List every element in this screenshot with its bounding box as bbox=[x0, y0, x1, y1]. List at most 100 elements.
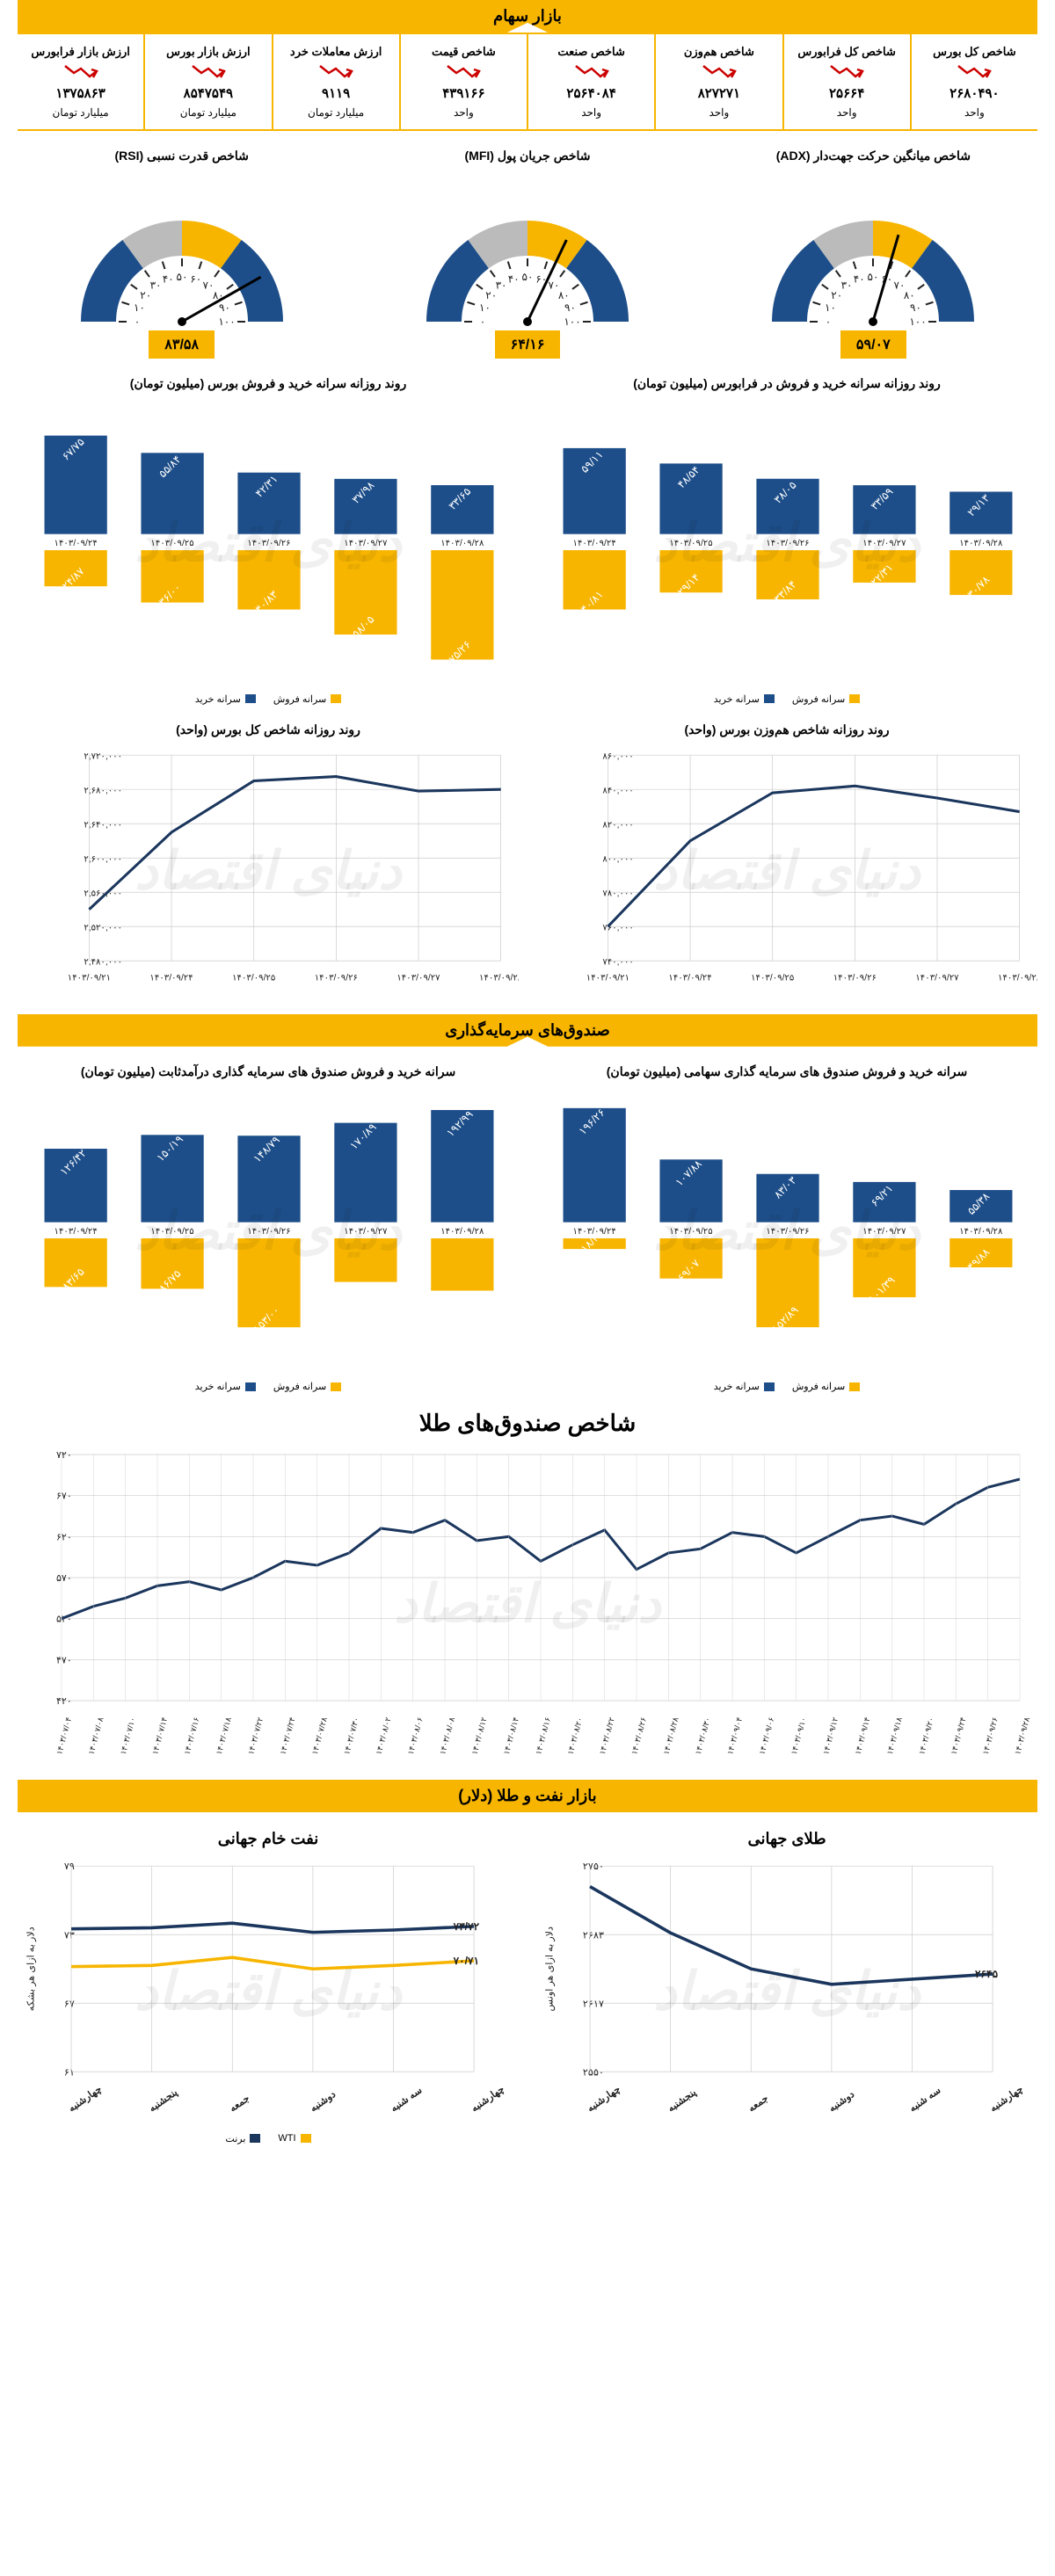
metric-value: ۲۵۶۴۰۸۴ bbox=[566, 85, 615, 101]
metric-value: ۲۶۸۰۴۹۰ bbox=[950, 85, 999, 101]
bar-chart-col: سرانه خرید و فروش صندوق های سرمایه گذاری… bbox=[18, 1064, 519, 1393]
svg-text:چهارشنبه: چهارشنبه bbox=[988, 2084, 1025, 2115]
svg-text:۱۴۰۳/۰۹/۲۱: ۱۴۰۳/۰۹/۲۱ bbox=[586, 973, 629, 983]
metric-title: شاخص قیمت bbox=[432, 45, 496, 59]
diverging-bar-chart: ۵۹/۱۱۴۰/۸۱۱۴۰۳/۰۹/۲۴۴۸/۵۴۲۹/۱۴۱۴۰۳/۰۹/۲۵… bbox=[536, 400, 1037, 686]
metric-title: شاخص صنعت bbox=[557, 45, 624, 59]
metric-unit: میلیارد تومان bbox=[53, 106, 109, 119]
svg-text:۱۴۰۳/۰۹/۲۸: ۱۴۰۳/۰۹/۲۸ bbox=[440, 1227, 484, 1237]
bar-chart-title: روند روزانه سرانه خرید و فروش در فرابورس… bbox=[536, 376, 1037, 391]
svg-text:۱۴۰۳/۰۹/۲۸: ۱۴۰۳/۰۹/۲۸ bbox=[959, 1227, 1003, 1237]
svg-text:۱۴۰۳/۰۷/۱۰: ۱۴۰۳/۰۷/۱۰ bbox=[119, 1716, 137, 1756]
svg-text:۷۴۰,۰۰۰: ۷۴۰,۰۰۰ bbox=[602, 957, 634, 967]
svg-text:۸۰۰,۰۰۰: ۸۰۰,۰۰۰ bbox=[602, 854, 634, 864]
gauge-title: شاخص جریان پول (MFI) bbox=[464, 149, 590, 163]
svg-text:۱۴۰۳/۰۹/۲۴: ۱۴۰۳/۰۹/۲۴ bbox=[668, 973, 711, 983]
bar-chart-title: روند روزانه سرانه خرید و فروش بورس (میلی… bbox=[18, 376, 519, 391]
legend: سرانه فروش سرانه خرید bbox=[18, 1381, 519, 1392]
metric-title: شاخص هم‌وزن bbox=[684, 45, 754, 59]
svg-text:۴۲۰: ۴۲۰ bbox=[56, 1696, 72, 1707]
svg-text:۲,۷۲۰,۰۰۰: ۲,۷۲۰,۰۰۰ bbox=[84, 751, 122, 761]
svg-text:۱۴۰۳/۰۹/۲۱: ۱۴۰۳/۰۹/۲۱ bbox=[68, 973, 111, 983]
svg-text:چهارشنبه: چهارشنبه bbox=[586, 2084, 622, 2115]
svg-text:۱۴۰۳/۰۹/۲۷: ۱۴۰۳/۰۹/۲۷ bbox=[344, 1227, 388, 1237]
svg-text:۸۰: ۸۰ bbox=[558, 289, 570, 301]
svg-text:۹۰: ۹۰ bbox=[910, 301, 921, 314]
svg-text:دوشنبه: دوشنبه bbox=[309, 2089, 338, 2114]
section-banner-oil-gold: بازار نفت و طلا (دلار) bbox=[18, 1780, 1037, 1812]
metric-title: شاخص کل بورس bbox=[933, 45, 1016, 59]
svg-text:۱۴۰۳/۰۹/۰۴: ۱۴۰۳/۰۹/۰۴ bbox=[725, 1716, 744, 1756]
svg-text:۱۴۰۳/۰۷/۳۰: ۱۴۰۳/۰۷/۳۰ bbox=[342, 1716, 360, 1756]
svg-text:۱۴۰۳/۰۸/۳۰: ۱۴۰۳/۰۸/۳۰ bbox=[694, 1716, 712, 1756]
commodity-legend: WTI برنت bbox=[18, 2133, 519, 2144]
svg-text:جمعه: جمعه bbox=[228, 2093, 251, 2115]
svg-text:۱۴۰۳/۰۹/۲۶: ۱۴۰۳/۰۹/۲۶ bbox=[766, 539, 809, 548]
svg-text:۲۵۵۰: ۲۵۵۰ bbox=[583, 2068, 604, 2079]
commodity-col: طلای جهانی دنیای اقتصاد۲۵۵۰۲۶۱۷۲۶۸۳۲۷۵۰چ… bbox=[536, 1830, 1037, 2144]
gauge-svg: ۰۱۰۲۰۳۰۴۰۵۰۶۰۷۰۸۰۹۰۱۰۰ bbox=[396, 172, 659, 339]
gauge-0: شاخص میانگین حرکت جهت‌دار (ADX)۰۱۰۲۰۳۰۴۰… bbox=[709, 149, 1037, 359]
svg-text:۱۴۰۳/۰۹/۲۷: ۱۴۰۳/۰۹/۲۷ bbox=[862, 1227, 906, 1237]
svg-text:۴۷۰: ۴۷۰ bbox=[56, 1656, 72, 1666]
svg-text:۱۰۰: ۱۰۰ bbox=[910, 316, 927, 328]
metric-3: شاخص صنعت ۲۵۶۴۰۸۴ واحد bbox=[527, 34, 654, 129]
metrics-row: شاخص کل بورس ۲۶۸۰۴۹۰ واحد شاخص کل فرابور… bbox=[18, 33, 1037, 131]
line-chart: ۲,۴۸۰,۰۰۰۲,۵۲۰,۰۰۰۲,۵۶۰,۰۰۰۲,۶۰۰,۰۰۰۲,۶۴… bbox=[18, 746, 519, 997]
svg-text:۰: ۰ bbox=[480, 316, 485, 328]
svg-text:۵۰: ۵۰ bbox=[522, 271, 534, 283]
svg-text:۱۴۰۳/۰۸/۱۴: ۱۴۰۳/۰۸/۱۴ bbox=[502, 1716, 520, 1756]
legend: سرانه فروش سرانه خرید bbox=[536, 693, 1037, 705]
svg-text:۷۰/۷۱: ۷۰/۷۱ bbox=[453, 1955, 480, 1967]
metric-title: شاخص کل فرابورس bbox=[797, 45, 896, 59]
svg-text:۶۲۰: ۶۲۰ bbox=[56, 1533, 72, 1543]
gauge-1: شاخص جریان پول (MFI)۰۱۰۲۰۳۰۴۰۵۰۶۰۷۰۸۰۹۰۱… bbox=[363, 149, 691, 359]
svg-text:۱۴۰۳/۰۹/۲۰: ۱۴۰۳/۰۹/۲۰ bbox=[917, 1716, 935, 1756]
metric-unit: واحد bbox=[581, 106, 601, 119]
svg-text:۶۱: ۶۱ bbox=[64, 2068, 75, 2079]
svg-text:۳۰: ۳۰ bbox=[841, 279, 853, 292]
section-banner-funds: صندوق‌های سرمایه‌گذاری bbox=[18, 1014, 1037, 1047]
svg-text:۸۲۰,۰۰۰: ۸۲۰,۰۰۰ bbox=[602, 820, 634, 830]
svg-text:۱۴۰۳/۰۷/۱۴: ۱۴۰۳/۰۷/۱۴ bbox=[150, 1716, 169, 1756]
gauge-value-label: ۵۹/۰۷ bbox=[840, 330, 906, 359]
svg-text:۱۴۰۳/۰۷/۲۲: ۱۴۰۳/۰۷/۲۲ bbox=[246, 1716, 265, 1756]
svg-text:۱۴۰۳/۰۸/۲۶: ۱۴۰۳/۰۸/۲۶ bbox=[629, 1716, 648, 1756]
bar-chart-col: سرانه خرید و فروش صندوق های سرمایه گذاری… bbox=[536, 1064, 1037, 1393]
svg-text:۰: ۰ bbox=[134, 316, 139, 328]
svg-text:۹۰: ۹۰ bbox=[219, 301, 230, 314]
svg-text:۱۴۰۳/۰۹/۲۷: ۱۴۰۳/۰۹/۲۷ bbox=[915, 973, 959, 983]
metric-unit: واحد bbox=[837, 106, 857, 119]
svg-text:۱۴۰۳/۰۹/۲۸: ۱۴۰۳/۰۹/۲۸ bbox=[959, 539, 1003, 548]
svg-text:۱۴۰۳/۰۹/۱۲: ۱۴۰۳/۰۹/۱۲ bbox=[821, 1716, 840, 1756]
svg-text:۸۶۰,۰۰۰: ۸۶۰,۰۰۰ bbox=[602, 751, 634, 761]
commodity-col: نفت خام جهانی دنیای اقتصاد۶۱۶۷۷۳۷۹چهارشن… bbox=[18, 1830, 519, 2144]
commodity-chart: ۲۵۵۰۲۶۱۷۲۶۸۳۲۷۵۰چهارشنبهپنجشنبهجمعهدوشنب… bbox=[536, 1857, 1037, 2125]
metric-unit: واحد bbox=[454, 106, 474, 119]
svg-text:۱۴۰۳/۰۹/۲۵: ۱۴۰۳/۰۹/۲۵ bbox=[751, 973, 794, 983]
svg-text:۰: ۰ bbox=[826, 316, 831, 328]
svg-text:۱۴۰۳/۰۹/۲۷: ۱۴۰۳/۰۹/۲۷ bbox=[344, 539, 388, 548]
trend-down-icon bbox=[957, 64, 992, 80]
metric-value: ۸۲۷۲۷۱ bbox=[698, 85, 740, 101]
svg-text:۱۴۰۳/۰۹/۲۶: ۱۴۰۳/۰۹/۲۶ bbox=[315, 973, 358, 983]
svg-text:۵۰: ۵۰ bbox=[176, 271, 187, 283]
svg-text:۱۴۰۳/۰۹/۲۵: ۱۴۰۳/۰۹/۲۵ bbox=[669, 1227, 712, 1237]
svg-text:۱۴۰۳/۰۹/۲۴: ۱۴۰۳/۰۹/۲۴ bbox=[149, 973, 193, 983]
svg-text:۱۴۰۳/۰۹/۲۶: ۱۴۰۳/۰۹/۲۶ bbox=[981, 1716, 1000, 1756]
svg-text:۱۴۰۳/۰۹/۲۵: ۱۴۰۳/۰۹/۲۵ bbox=[669, 539, 712, 548]
line-chart: ۷۴۰,۰۰۰۷۶۰,۰۰۰۷۸۰,۰۰۰۸۰۰,۰۰۰۸۲۰,۰۰۰۸۴۰,۰… bbox=[536, 746, 1037, 997]
trend-down-icon bbox=[574, 64, 609, 80]
svg-text:۱۴۰۳/۰۹/۲۸: ۱۴۰۳/۰۹/۲۸ bbox=[440, 539, 484, 548]
svg-text:۷۶۰,۰۰۰: ۷۶۰,۰۰۰ bbox=[602, 923, 634, 932]
svg-text:۱۴۰۳/۰۹/۱۸: ۱۴۰۳/۰۹/۱۸ bbox=[885, 1716, 904, 1756]
svg-text:دوشنبه: دوشنبه bbox=[827, 2089, 857, 2114]
svg-text:۹۰: ۹۰ bbox=[564, 301, 576, 314]
commodity-chart: ۶۱۶۷۷۳۷۹چهارشنبهپنجشنبهجمعهدوشنبهسه شنبه… bbox=[18, 1857, 519, 2125]
svg-text:۷۹: ۷۹ bbox=[64, 1862, 75, 1873]
bar-sell bbox=[334, 1238, 397, 1282]
svg-text:۷۳: ۷۳ bbox=[64, 1931, 75, 1941]
svg-text:۱۴۰۳/۰۸/۰۲: ۱۴۰۳/۰۸/۰۲ bbox=[375, 1716, 393, 1756]
line-chart-col: روند روزانه شاخص کل بورس (واحد) دنیای اق… bbox=[18, 722, 519, 997]
svg-text:۲,۴۸۰,۰۰۰: ۲,۴۸۰,۰۰۰ bbox=[84, 957, 122, 967]
